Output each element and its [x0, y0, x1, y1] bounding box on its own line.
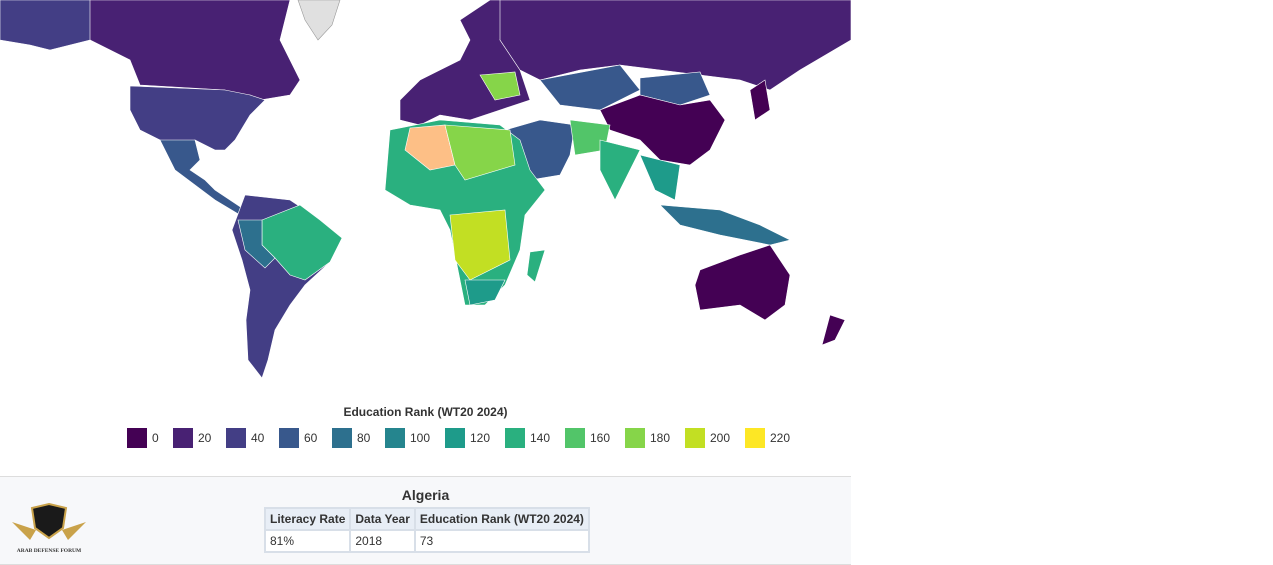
legend-swatch: [565, 428, 585, 448]
world-map: [0, 0, 851, 379]
column-header: Literacy Rate: [263, 507, 352, 531]
column-header: Education Rank (WT20 2024): [413, 507, 590, 531]
legend-swatch: [625, 428, 645, 448]
legend-swatch: [745, 428, 765, 448]
legend-swatch: [279, 428, 299, 448]
legend-label: 120: [470, 431, 491, 445]
legend-label: 40: [251, 431, 265, 445]
legend-label: 200: [710, 431, 731, 445]
legend-item[interactable]: 0: [127, 428, 159, 448]
legend-title: Education Rank (WT20 2024): [343, 405, 508, 419]
legend-label: 100: [410, 431, 431, 445]
cell: 2018: [349, 529, 416, 553]
legend-item[interactable]: 60: [279, 428, 317, 448]
legend-swatch: [685, 428, 705, 448]
legend-item[interactable]: 80: [332, 428, 370, 448]
legend-swatch: [505, 428, 525, 448]
legend-swatch: [173, 428, 193, 448]
legend-item[interactable]: 20: [173, 428, 211, 448]
panel-title: Algeria: [401, 487, 450, 503]
legend-label: 160: [590, 431, 611, 445]
legend-item[interactable]: 120: [445, 428, 490, 448]
legend-label: 20: [198, 431, 212, 445]
legend-item[interactable]: 140: [505, 428, 550, 448]
info-table: Literacy Rate Data Year Education Rank (…: [263, 507, 590, 553]
legend-swatch: [226, 428, 246, 448]
info-panel: Algeria Literacy Rate Data Year Educatio…: [0, 476, 851, 565]
legend-label: 80: [357, 431, 371, 445]
legend-label: 180: [650, 431, 671, 445]
cell: 81%: [263, 529, 352, 553]
cell: 73: [413, 529, 590, 553]
legend-item[interactable]: 40: [226, 428, 264, 448]
legend-item[interactable]: 100: [385, 428, 430, 448]
legend-label: 140: [530, 431, 551, 445]
legend-item[interactable]: 200: [685, 428, 730, 448]
legend-swatch: [445, 428, 465, 448]
legend-swatch: [385, 428, 405, 448]
legend-label: 220: [770, 431, 791, 445]
legend-item[interactable]: 180: [625, 428, 670, 448]
legend-item[interactable]: 160: [565, 428, 610, 448]
legend-label: 60: [304, 431, 318, 445]
legend-swatch: [332, 428, 352, 448]
legend-label: 0: [152, 431, 159, 445]
column-header: Data Year: [349, 507, 416, 531]
legend-swatch: [127, 428, 147, 448]
logo-text: ARAB DEFENSE FORUM: [17, 548, 82, 554]
logo: ARAB DEFENSE FORUM: [12, 502, 86, 554]
legend-item[interactable]: 220: [745, 428, 790, 448]
